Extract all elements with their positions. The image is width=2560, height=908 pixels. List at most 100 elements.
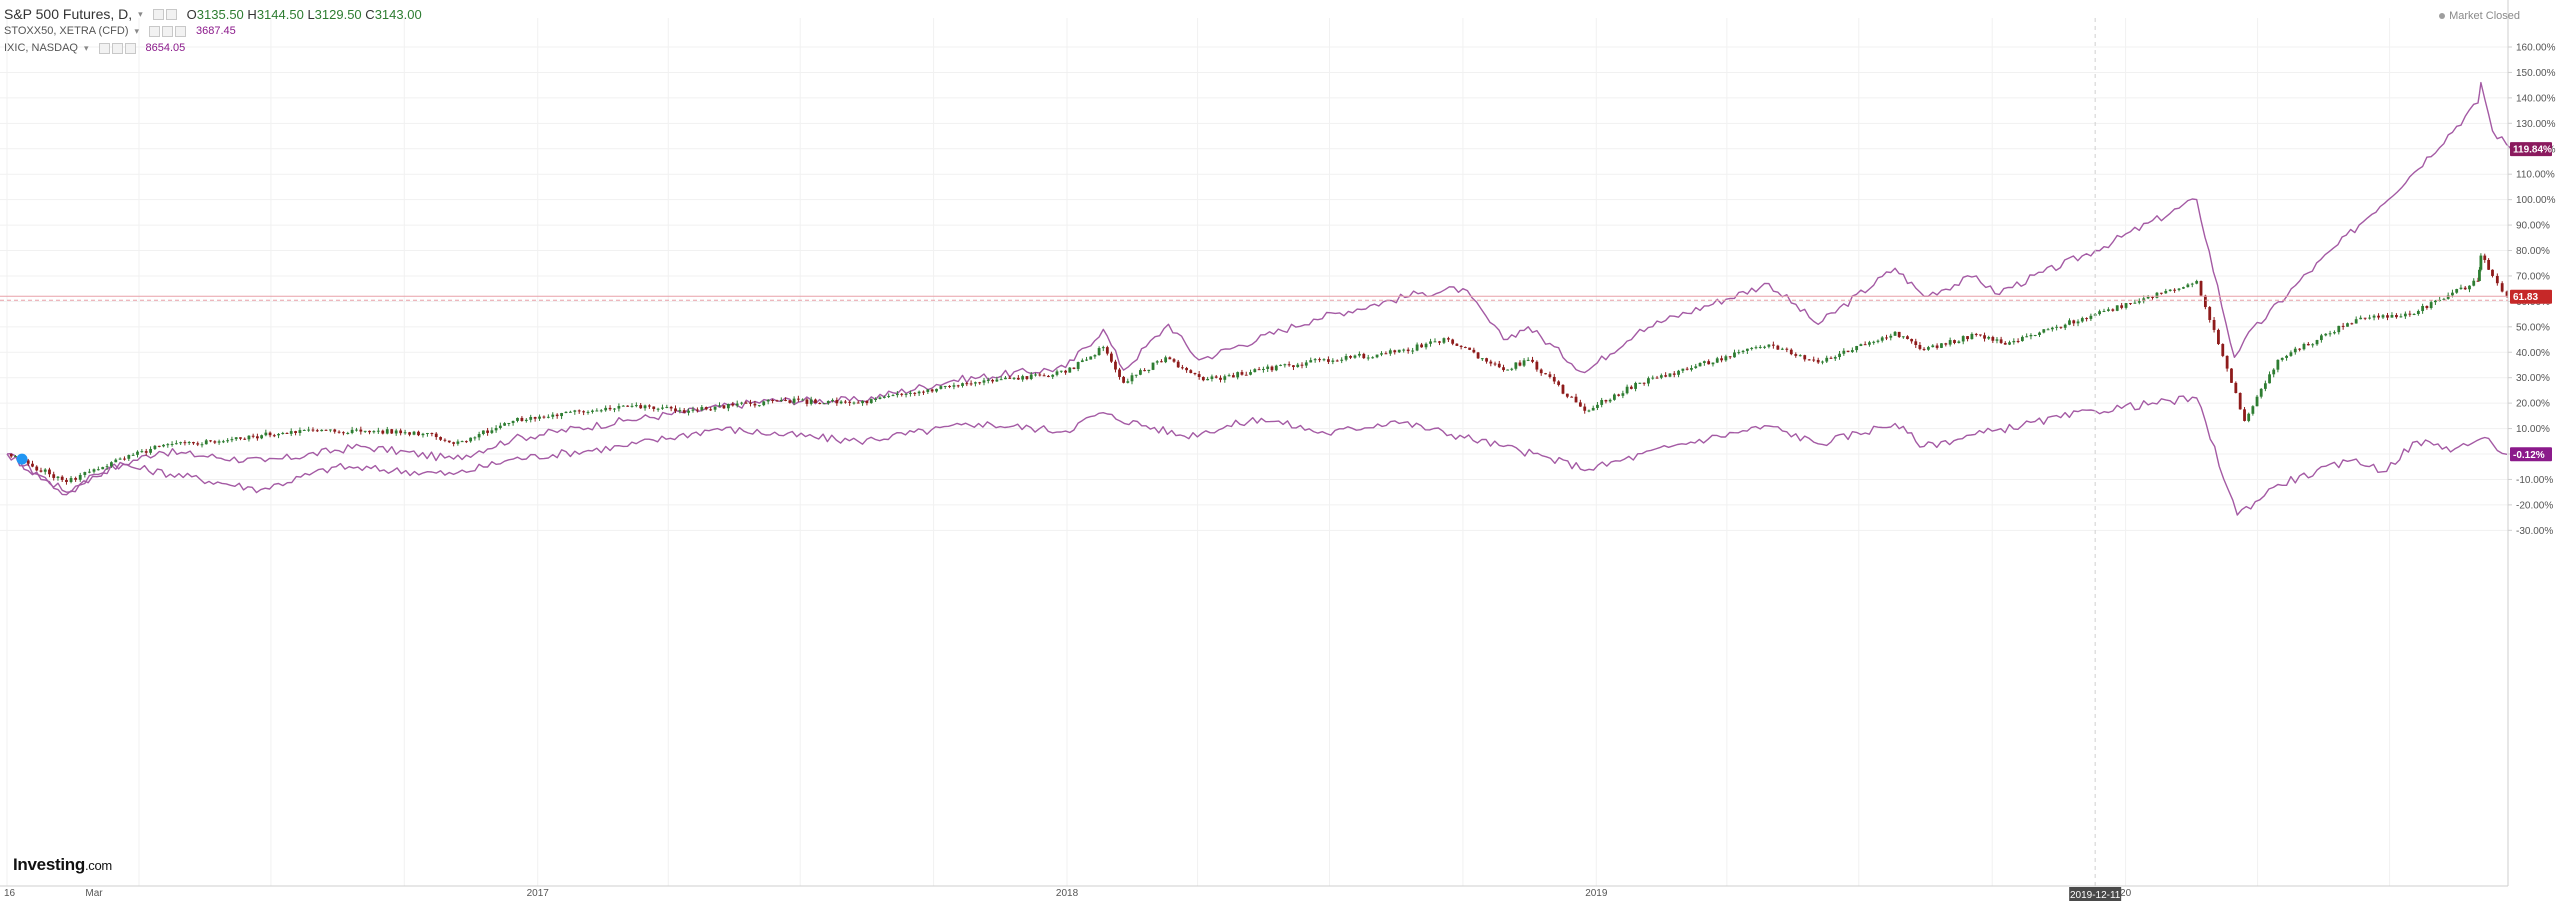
candle[interactable] (285, 432, 289, 434)
candle[interactable] (1583, 403, 1587, 414)
candle[interactable] (961, 382, 964, 388)
candle[interactable] (1262, 366, 1265, 373)
candle[interactable] (2177, 287, 2181, 292)
candle[interactable] (2412, 313, 2416, 316)
candle[interactable] (1842, 348, 1846, 356)
candle[interactable] (1085, 356, 1088, 362)
candle[interactable] (1160, 359, 1163, 363)
candle[interactable] (9, 453, 13, 458)
candle[interactable] (2368, 314, 2372, 320)
candle[interactable] (1223, 374, 1227, 383)
candle[interactable] (2050, 326, 2054, 332)
compare-menu-caret-icon[interactable]: ▾ (134, 26, 140, 36)
candle[interactable] (2199, 280, 2203, 297)
candle[interactable] (2354, 316, 2358, 324)
candle[interactable] (2072, 319, 2076, 327)
candle[interactable] (1168, 356, 1172, 360)
candle[interactable] (753, 400, 757, 408)
candle[interactable] (311, 427, 315, 432)
candle[interactable] (1812, 356, 1816, 363)
candle[interactable] (1715, 356, 1719, 364)
candle[interactable] (2243, 407, 2246, 422)
candle[interactable] (1357, 351, 1361, 358)
candle[interactable] (88, 468, 91, 474)
candle[interactable] (895, 391, 899, 398)
candle[interactable] (2221, 343, 2225, 358)
candle[interactable] (1244, 371, 1248, 376)
candle[interactable] (320, 429, 324, 432)
candle[interactable] (1979, 334, 1982, 337)
candle[interactable] (856, 400, 860, 404)
candle[interactable] (2238, 392, 2242, 410)
candle[interactable] (183, 440, 187, 446)
candle[interactable] (2483, 253, 2487, 263)
candle[interactable] (2085, 317, 2089, 322)
candle[interactable] (1331, 358, 1335, 365)
candle[interactable] (520, 416, 524, 422)
candle[interactable] (1118, 367, 1121, 380)
candle[interactable] (904, 393, 908, 398)
close-icon[interactable] (175, 26, 187, 37)
candle[interactable] (1388, 348, 1392, 356)
candle[interactable] (473, 436, 477, 441)
candle[interactable] (882, 395, 886, 399)
candle[interactable] (376, 427, 380, 434)
candle[interactable] (1629, 385, 1633, 390)
candle[interactable] (1447, 336, 1450, 342)
candle[interactable] (1459, 345, 1463, 350)
candle[interactable] (2234, 381, 2238, 394)
candle[interactable] (179, 441, 183, 445)
eye-icon[interactable] (98, 43, 110, 54)
candle[interactable] (835, 397, 839, 406)
candle[interactable] (1025, 376, 1029, 381)
candle[interactable] (555, 413, 559, 419)
candle[interactable] (1995, 337, 1999, 344)
candle[interactable] (217, 439, 221, 445)
candle[interactable] (1151, 362, 1155, 371)
candle[interactable] (251, 433, 255, 439)
candle[interactable] (307, 426, 311, 432)
candle[interactable] (2068, 318, 2071, 326)
candle[interactable] (2111, 308, 2115, 312)
candle[interactable] (818, 402, 822, 405)
candle[interactable] (1476, 351, 1480, 359)
symbol-menu-caret-icon[interactable]: ▾ (138, 9, 143, 19)
candle[interactable] (1763, 345, 1766, 349)
candle[interactable] (524, 418, 528, 423)
candle[interactable] (2225, 355, 2229, 372)
candle[interactable] (1029, 371, 1033, 381)
candle[interactable] (403, 429, 407, 435)
candle[interactable] (1803, 354, 1807, 362)
candle[interactable] (1362, 352, 1366, 360)
candle[interactable] (2324, 333, 2328, 337)
candle[interactable] (630, 403, 634, 408)
candle[interactable] (766, 399, 770, 405)
candle[interactable] (1514, 362, 1518, 371)
candle[interactable] (2476, 277, 2480, 282)
candle[interactable] (1655, 375, 1659, 379)
candle[interactable] (1393, 349, 1397, 355)
candle[interactable] (1758, 345, 1762, 349)
candle[interactable] (2306, 342, 2310, 346)
candle[interactable] (2293, 346, 2297, 355)
candle[interactable] (2495, 273, 2499, 286)
candle[interactable] (2146, 295, 2150, 300)
candle[interactable] (2212, 317, 2216, 333)
candle[interactable] (2217, 328, 2220, 345)
candle[interactable] (1647, 376, 1650, 387)
candle[interactable] (363, 430, 367, 433)
candle[interactable] (1634, 381, 1637, 392)
candle[interactable] (2268, 371, 2271, 384)
candle[interactable] (298, 427, 302, 436)
candle[interactable] (1522, 358, 1526, 368)
candle[interactable] (878, 396, 882, 400)
candle[interactable] (2208, 306, 2212, 323)
candle[interactable] (943, 385, 947, 389)
candle[interactable] (2272, 368, 2276, 378)
candle[interactable] (1257, 366, 1261, 371)
candle[interactable] (2372, 314, 2376, 321)
candle[interactable] (1080, 358, 1084, 363)
candle[interactable] (792, 396, 796, 405)
candle[interactable] (110, 461, 113, 468)
candle[interactable] (969, 380, 973, 386)
